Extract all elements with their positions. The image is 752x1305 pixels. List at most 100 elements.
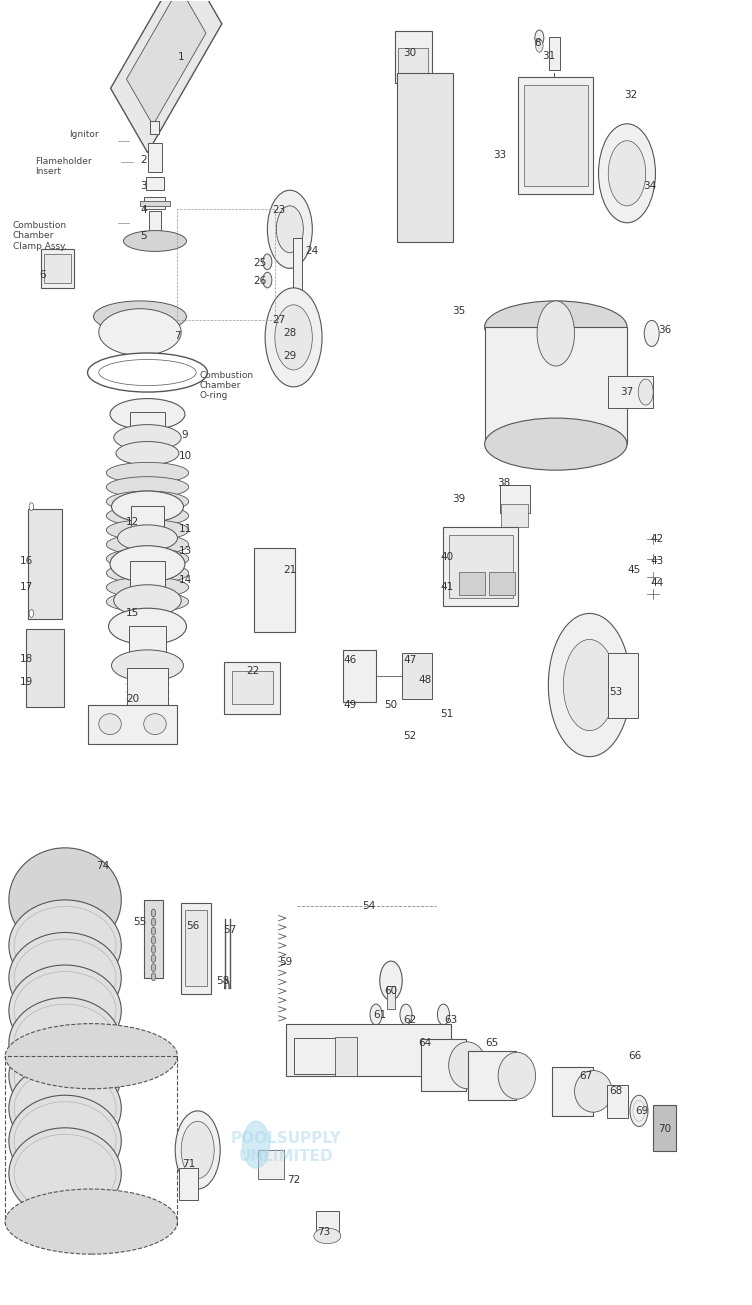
Ellipse shape <box>9 997 121 1088</box>
Circle shape <box>535 39 543 52</box>
Text: 5: 5 <box>141 231 147 241</box>
Ellipse shape <box>108 608 186 645</box>
Bar <box>402 652 432 698</box>
Ellipse shape <box>106 505 189 526</box>
Text: 41: 41 <box>441 582 453 592</box>
Text: 37: 37 <box>620 388 634 397</box>
Circle shape <box>438 1004 450 1024</box>
Circle shape <box>151 972 156 980</box>
Text: 68: 68 <box>609 1086 623 1096</box>
Ellipse shape <box>9 848 121 953</box>
Text: 49: 49 <box>343 699 356 710</box>
Ellipse shape <box>111 491 183 522</box>
Ellipse shape <box>314 1228 341 1244</box>
Text: 24: 24 <box>306 247 319 256</box>
Bar <box>111 0 222 153</box>
Text: 2: 2 <box>141 155 147 166</box>
Ellipse shape <box>106 491 189 512</box>
Text: 70: 70 <box>658 1124 671 1134</box>
Bar <box>489 572 515 595</box>
Text: Combustion
Chamber
Clamp Assy.: Combustion Chamber Clamp Assy. <box>13 221 67 251</box>
Text: 21: 21 <box>284 565 296 576</box>
Ellipse shape <box>5 1189 177 1254</box>
Ellipse shape <box>106 548 189 569</box>
Ellipse shape <box>5 1023 177 1088</box>
Circle shape <box>243 1121 270 1168</box>
Bar <box>129 561 165 600</box>
Text: 34: 34 <box>643 181 656 192</box>
Ellipse shape <box>484 301 627 352</box>
Circle shape <box>151 910 156 917</box>
Text: 53: 53 <box>609 686 623 697</box>
Ellipse shape <box>9 933 121 1023</box>
Text: 52: 52 <box>403 731 417 741</box>
Text: 26: 26 <box>253 277 266 286</box>
Text: 4: 4 <box>141 205 147 215</box>
Bar <box>518 77 593 194</box>
Text: 16: 16 <box>20 556 33 566</box>
Ellipse shape <box>111 650 183 681</box>
Ellipse shape <box>117 525 177 551</box>
Ellipse shape <box>99 714 121 735</box>
Text: 63: 63 <box>444 1015 457 1024</box>
Circle shape <box>370 1004 382 1024</box>
Ellipse shape <box>123 231 186 252</box>
Text: 23: 23 <box>272 205 285 215</box>
Text: Combustion
Chamber
O-ring: Combustion Chamber O-ring <box>200 371 254 401</box>
Bar <box>258 1150 284 1178</box>
Text: 30: 30 <box>403 48 417 59</box>
Ellipse shape <box>484 418 627 470</box>
Bar <box>502 504 528 527</box>
Text: 7: 7 <box>174 331 180 341</box>
Text: 35: 35 <box>452 307 465 316</box>
Bar <box>150 211 161 240</box>
Ellipse shape <box>93 301 186 333</box>
Bar <box>459 572 485 595</box>
Text: 18: 18 <box>20 654 33 664</box>
Circle shape <box>276 206 303 253</box>
Bar <box>87 705 177 744</box>
Circle shape <box>29 502 34 510</box>
Circle shape <box>537 301 575 365</box>
Ellipse shape <box>575 1070 612 1112</box>
Text: 44: 44 <box>650 578 663 589</box>
Text: 25: 25 <box>253 258 266 268</box>
Circle shape <box>151 928 156 936</box>
Text: 60: 60 <box>384 987 398 996</box>
Text: Flameholder
Insert: Flameholder Insert <box>35 157 92 176</box>
Bar <box>293 1037 338 1074</box>
Circle shape <box>265 288 322 386</box>
Text: 58: 58 <box>216 976 229 985</box>
Circle shape <box>175 1111 220 1189</box>
Text: 12: 12 <box>126 517 139 527</box>
Ellipse shape <box>99 359 196 385</box>
Ellipse shape <box>9 1030 121 1121</box>
Ellipse shape <box>87 352 208 392</box>
Bar <box>129 626 166 666</box>
Bar <box>144 197 165 209</box>
Text: 48: 48 <box>418 675 432 685</box>
Circle shape <box>151 937 156 945</box>
Text: 46: 46 <box>343 655 356 666</box>
Text: 74: 74 <box>96 861 109 870</box>
Circle shape <box>630 1095 648 1126</box>
Ellipse shape <box>449 1041 486 1088</box>
Text: 56: 56 <box>186 921 199 930</box>
Ellipse shape <box>498 1052 535 1099</box>
Ellipse shape <box>106 519 189 540</box>
Bar <box>335 1036 357 1075</box>
Bar <box>254 548 296 633</box>
Circle shape <box>263 254 272 270</box>
Bar <box>343 650 376 702</box>
Circle shape <box>151 919 156 927</box>
Circle shape <box>644 321 660 347</box>
Ellipse shape <box>9 1128 121 1219</box>
Bar <box>179 1168 198 1201</box>
Ellipse shape <box>110 545 185 582</box>
Text: 13: 13 <box>178 545 192 556</box>
Text: 22: 22 <box>246 666 259 676</box>
Bar <box>316 1211 338 1235</box>
Bar <box>185 911 208 985</box>
Bar <box>449 535 513 598</box>
Bar <box>144 900 163 977</box>
